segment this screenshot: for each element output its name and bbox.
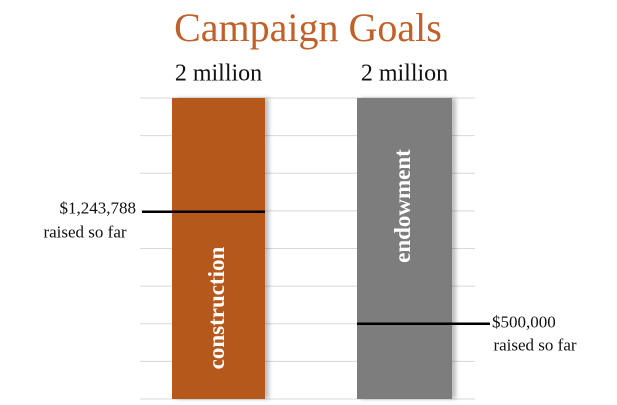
bar-goal-label: 2 million [175, 61, 262, 87]
bar [172, 98, 265, 399]
category-label: construction [204, 246, 229, 369]
bar-goal-label: 2 million [361, 61, 448, 87]
chart-title: Campaign Goals [174, 5, 442, 50]
raised-caption: raised so far [43, 223, 126, 242]
raised-caption: raised so far [493, 336, 576, 355]
raised-amount: $1,243,788 [60, 199, 137, 218]
bar [357, 98, 452, 399]
category-label: endowment [390, 149, 415, 263]
raised-amount: $500,000 [492, 313, 556, 332]
